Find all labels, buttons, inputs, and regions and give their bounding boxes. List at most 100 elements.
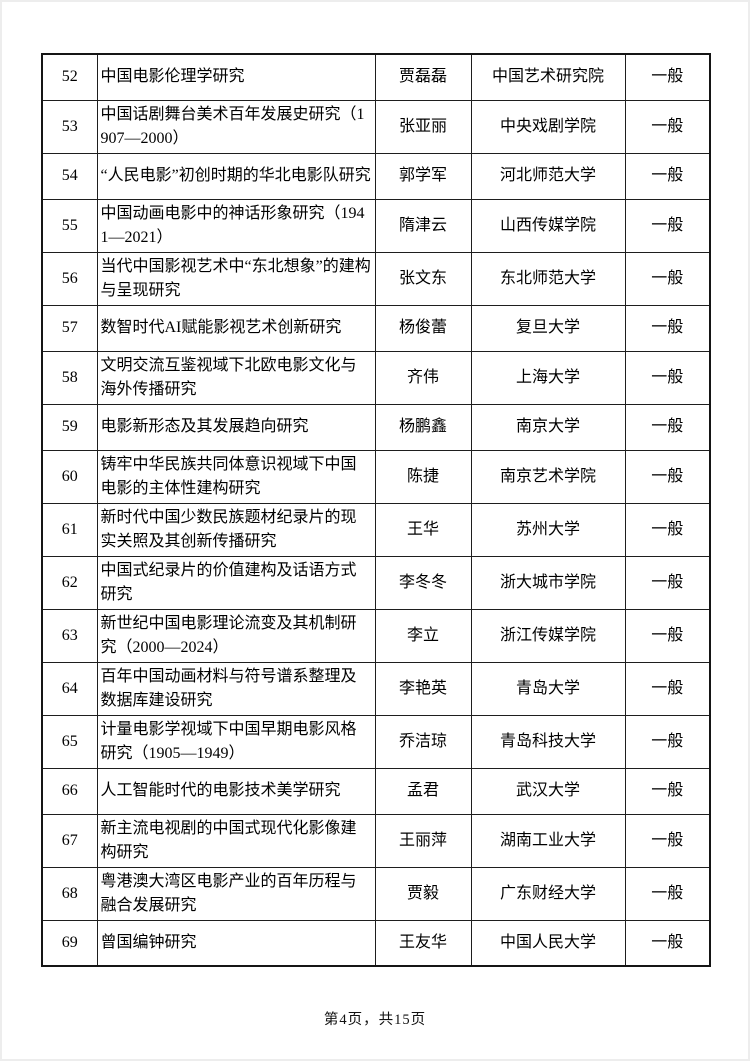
project-title-cell: 当代中国影视艺术中“东北想象”的建构与呈现研究 — [96, 251, 376, 306]
grade-cell: 一般 — [624, 608, 711, 663]
leader-name-cell: 张亚丽 — [374, 99, 472, 154]
leader-name-cell: 王友华 — [374, 919, 472, 967]
institution-cell: 东北师范大学 — [470, 251, 626, 306]
institution-cell: 南京艺术学院 — [470, 449, 626, 504]
leader-name-cell: 孟君 — [374, 767, 472, 815]
project-title-cell: 人工智能时代的电影技术美学研究 — [96, 767, 376, 815]
table-row: 52 中国电影伦理学研究 贾磊磊 中国艺术研究院 一般 — [41, 53, 711, 101]
project-number-cell: 52 — [41, 53, 98, 101]
projects-table-body: 52 中国电影伦理学研究 贾磊磊 中国艺术研究院 一般 53 中国话剧舞台美术百… — [41, 53, 711, 967]
table-row: 65 计量电影学视域下中国早期电影风格研究（1905—1949） 乔洁琼 青岛科… — [41, 714, 711, 769]
table-row: 55 中国动画电影中的神话形象研究（1941—2021） 隋津云 山西传媒学院 … — [41, 198, 711, 253]
grade-cell: 一般 — [624, 866, 711, 921]
institution-cell: 武汉大学 — [470, 767, 626, 815]
grade-cell: 一般 — [624, 350, 711, 405]
grade-cell: 一般 — [624, 449, 711, 504]
institution-cell: 复旦大学 — [470, 304, 626, 352]
table-row: 60 铸牢中华民族共同体意识视域下中国电影的主体性建构研究 陈捷 南京艺术学院 … — [41, 449, 711, 504]
leader-name-cell: 李冬冬 — [374, 555, 472, 610]
project-number-cell: 58 — [41, 350, 98, 405]
institution-cell: 浙大城市学院 — [470, 555, 626, 610]
institution-cell: 中国艺术研究院 — [470, 53, 626, 101]
project-number-cell: 63 — [41, 608, 98, 663]
table-row: 57 数智时代AI赋能影视艺术创新研究 杨俊蕾 复旦大学 一般 — [41, 304, 711, 352]
institution-cell: 山西传媒学院 — [470, 198, 626, 253]
project-number-cell: 56 — [41, 251, 98, 306]
institution-cell: 河北师范大学 — [470, 152, 626, 200]
grade-cell: 一般 — [624, 919, 711, 967]
leader-name-cell: 王华 — [374, 502, 472, 557]
table-row: 59 电影新形态及其发展趋向研究 杨鹏鑫 南京大学 一般 — [41, 403, 711, 451]
project-number-cell: 54 — [41, 152, 98, 200]
project-number-cell: 53 — [41, 99, 98, 154]
grade-cell: 一般 — [624, 304, 711, 352]
grade-cell: 一般 — [624, 813, 711, 868]
grade-cell: 一般 — [624, 251, 711, 306]
institution-cell: 广东财经大学 — [470, 866, 626, 921]
page-indicator: 第4页，共15页 — [323, 1012, 427, 1028]
leader-name-cell: 李艳英 — [374, 661, 472, 716]
table-row: 64 百年中国动画材料与符号谱系整理及数据库建设研究 李艳英 青岛大学 一般 — [41, 661, 711, 716]
project-title-cell: 铸牢中华民族共同体意识视域下中国电影的主体性建构研究 — [96, 449, 376, 504]
institution-cell: 中国人民大学 — [470, 919, 626, 967]
grade-cell: 一般 — [624, 198, 711, 253]
projects-table: 52 中国电影伦理学研究 贾磊磊 中国艺术研究院 一般 53 中国话剧舞台美术百… — [41, 53, 711, 967]
project-number-cell: 59 — [41, 403, 98, 451]
grade-cell: 一般 — [624, 403, 711, 451]
project-title-cell: 粤港澳大湾区电影产业的百年历程与融合发展研究 — [96, 866, 376, 921]
project-title-cell: 电影新形态及其发展趋向研究 — [96, 403, 376, 451]
table-row: 68 粤港澳大湾区电影产业的百年历程与融合发展研究 贾毅 广东财经大学 一般 — [41, 866, 711, 921]
leader-name-cell: 隋津云 — [374, 198, 472, 253]
project-title-cell: “人民电影”初创时期的华北电影队研究 — [96, 152, 376, 200]
leader-name-cell: 杨俊蕾 — [374, 304, 472, 352]
leader-name-cell: 贾磊磊 — [374, 53, 472, 101]
grade-cell: 一般 — [624, 152, 711, 200]
leader-name-cell: 贾毅 — [374, 866, 472, 921]
project-title-cell: 新时代中国少数民族题材纪录片的现实关照及其创新传播研究 — [96, 502, 376, 557]
table-row: 66 人工智能时代的电影技术美学研究 孟君 武汉大学 一般 — [41, 767, 711, 815]
leader-name-cell: 郭学军 — [374, 152, 472, 200]
table-row: 54 “人民电影”初创时期的华北电影队研究 郭学军 河北师范大学 一般 — [41, 152, 711, 200]
institution-cell: 苏州大学 — [470, 502, 626, 557]
institution-cell: 青岛科技大学 — [470, 714, 626, 769]
project-number-cell: 67 — [41, 813, 98, 868]
institution-cell: 浙江传媒学院 — [470, 608, 626, 663]
leader-name-cell: 陈捷 — [374, 449, 472, 504]
grade-cell: 一般 — [624, 767, 711, 815]
grade-cell: 一般 — [624, 555, 711, 610]
table-row: 67 新主流电视剧的中国式现代化影像建构研究 王丽萍 湖南工业大学 一般 — [41, 813, 711, 868]
project-title-cell: 新世纪中国电影理论流变及其机制研究（2000—2024） — [96, 608, 376, 663]
leader-name-cell: 李立 — [374, 608, 472, 663]
grade-cell: 一般 — [624, 53, 711, 101]
leader-name-cell: 乔洁琼 — [374, 714, 472, 769]
project-number-cell: 55 — [41, 198, 98, 253]
leader-name-cell: 齐伟 — [374, 350, 472, 405]
project-title-cell: 中国式纪录片的价值建构及话语方式研究 — [96, 555, 376, 610]
project-title-cell: 中国电影伦理学研究 — [96, 53, 376, 101]
project-number-cell: 61 — [41, 502, 98, 557]
table-row: 63 新世纪中国电影理论流变及其机制研究（2000—2024） 李立 浙江传媒学… — [41, 608, 711, 663]
leader-name-cell: 张文东 — [374, 251, 472, 306]
table-row: 61 新时代中国少数民族题材纪录片的现实关照及其创新传播研究 王华 苏州大学 一… — [41, 502, 711, 557]
project-number-cell: 69 — [41, 919, 98, 967]
project-number-cell: 64 — [41, 661, 98, 716]
leader-name-cell: 王丽萍 — [374, 813, 472, 868]
institution-cell: 湖南工业大学 — [470, 813, 626, 868]
project-number-cell: 68 — [41, 866, 98, 921]
project-number-cell: 57 — [41, 304, 98, 352]
page-footer: 第4页，共15页 — [0, 1008, 750, 1029]
table-row: 53 中国话剧舞台美术百年发展史研究（1907—2000） 张亚丽 中央戏剧学院… — [41, 99, 711, 154]
project-number-cell: 62 — [41, 555, 98, 610]
institution-cell: 中央戏剧学院 — [470, 99, 626, 154]
grade-cell: 一般 — [624, 661, 711, 716]
institution-cell: 青岛大学 — [470, 661, 626, 716]
institution-cell: 上海大学 — [470, 350, 626, 405]
project-title-cell: 曾国编钟研究 — [96, 919, 376, 967]
table-row: 56 当代中国影视艺术中“东北想象”的建构与呈现研究 张文东 东北师范大学 一般 — [41, 251, 711, 306]
project-title-cell: 新主流电视剧的中国式现代化影像建构研究 — [96, 813, 376, 868]
leader-name-cell: 杨鹏鑫 — [374, 403, 472, 451]
project-title-cell: 百年中国动画材料与符号谱系整理及数据库建设研究 — [96, 661, 376, 716]
grade-cell: 一般 — [624, 502, 711, 557]
project-number-cell: 60 — [41, 449, 98, 504]
